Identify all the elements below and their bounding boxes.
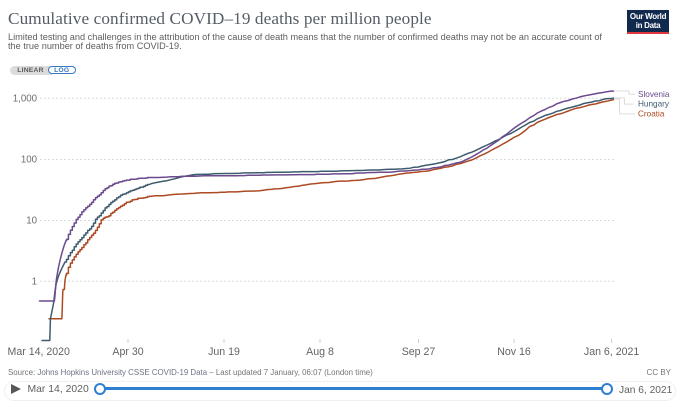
svg-text:Slovenia: Slovenia [638,90,670,99]
svg-text:1: 1 [32,276,37,287]
svg-text:Apr 30: Apr 30 [112,346,143,358]
svg-text:Aug 8: Aug 8 [306,346,334,358]
svg-text:10: 10 [26,216,37,227]
svg-text:Jan 6, 2021: Jan 6, 2021 [584,346,639,358]
svg-text:100: 100 [21,155,38,166]
svg-text:Jun 19: Jun 19 [208,346,240,358]
svg-text:1,000: 1,000 [13,93,38,104]
svg-text:Sep 27: Sep 27 [402,346,436,358]
svg-text:Mar 14, 2020: Mar 14, 2020 [8,346,71,358]
svg-text:Hungary: Hungary [638,100,670,109]
svg-text:Nov 16: Nov 16 [497,346,531,358]
svg-text:Croatia: Croatia [638,110,665,119]
